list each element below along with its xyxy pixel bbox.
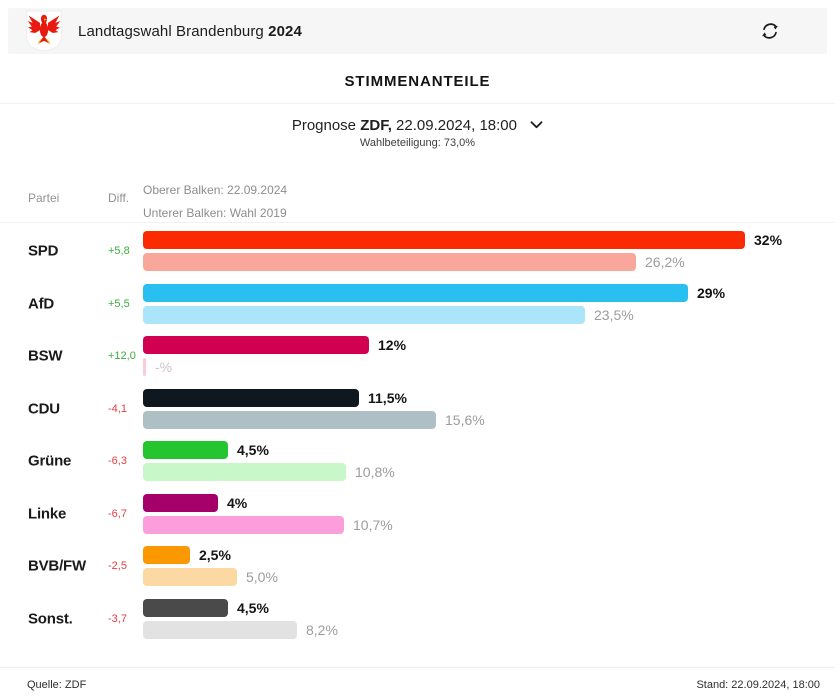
bar-previous-value: 8,2% — [306, 621, 338, 638]
bar-current-value: 12% — [378, 337, 407, 354]
bar-current-value: 4% — [227, 494, 248, 511]
party-label: CDU — [28, 400, 60, 418]
party-label: BVB/FW — [28, 557, 86, 575]
bar-previous-value: 26,2% — [645, 254, 685, 271]
divider-footer — [0, 667, 835, 668]
bar-previous — [143, 410, 436, 429]
divider-table-head — [0, 222, 835, 223]
diff-value: -6,7 — [108, 507, 127, 520]
bar-previous — [143, 305, 585, 324]
party-row: AfD +5,5 29% 23,5% — [0, 278, 835, 331]
party-row: BVB/FW -2,5 2,5% 5,0% — [0, 540, 835, 593]
bar-previous — [143, 620, 297, 639]
party-row: Sonst. -3,7 4,5% 8,2% — [0, 593, 835, 646]
bar-current-value: 11,5% — [368, 389, 407, 406]
party-row: Grüne -6,3 4,5% 10,8% — [0, 435, 835, 488]
party-row: CDU -4,1 11,5% 15,6% — [0, 383, 835, 436]
party-label: Grüne — [28, 452, 72, 470]
party-label: SPD — [28, 242, 59, 260]
turnout-label: Wahlbeteiligung: 73,0% — [359, 137, 476, 149]
bar-group: 4,5% 8,2% — [143, 598, 819, 639]
party-row: Linke -6,7 4% 10,7% — [0, 488, 835, 541]
diff-value: -4,1 — [108, 402, 127, 415]
refresh-icon — [762, 23, 778, 39]
bar-current — [143, 493, 218, 512]
app-title-text: Landtagswahl Brandenburg — [78, 22, 264, 40]
prognose-dropdown[interactable]: Prognose ZDF, 22.09.2024, 18:00 — [0, 117, 835, 134]
bar-current-value: 4,5% — [237, 442, 269, 459]
prognose-source: ZDF, — [360, 117, 392, 134]
refresh-button[interactable] — [759, 20, 781, 42]
legend-top-bar: Oberer Balken: 22.09.2024 — [143, 183, 288, 197]
bar-group: 2,5% 5,0% — [143, 546, 819, 587]
bar-previous — [143, 358, 146, 377]
party-row: BSW +12,0 12% -% — [0, 330, 835, 383]
bar-previous — [143, 253, 636, 272]
diff-value: -6,3 — [108, 455, 127, 468]
stand-label: Stand: 22.09.2024, 18:00 — [696, 679, 820, 691]
legend-bottom-bar: Unterer Balken: Wahl 2019 — [143, 206, 287, 220]
brandenburg-eagle-icon — [26, 10, 62, 52]
bar-group: 29% 23,5% — [143, 283, 819, 324]
bar-previous-value: -% — [155, 359, 173, 376]
rows: SPD +5,8 32% 26,2% AfD +5,5 29% 23,5% — [0, 225, 835, 645]
page-title: STIMMENANTEILE — [344, 73, 491, 90]
party-label: Sonst. — [28, 610, 73, 628]
bar-previous — [143, 568, 237, 587]
party-label: AfD — [28, 295, 55, 313]
column-header-diff: Diff. — [108, 191, 130, 205]
bar-group: 4,5% 10,8% — [143, 441, 819, 482]
bar-current-value: 29% — [697, 284, 726, 301]
diff-value: -3,7 — [108, 612, 127, 625]
diff-value: +5,8 — [108, 245, 130, 258]
divider-top — [0, 103, 835, 104]
bar-current — [143, 546, 190, 565]
bar-previous-value: 10,7% — [353, 516, 393, 533]
bar-current — [143, 441, 228, 460]
bar-previous — [143, 515, 344, 534]
bar-previous — [143, 463, 346, 482]
bar-previous-value: 10,8% — [355, 464, 395, 481]
bar-group: 4% 10,7% — [143, 493, 819, 534]
bar-previous-value: 5,0% — [246, 569, 278, 586]
diff-value: +12,0 — [108, 350, 136, 363]
app-header: Landtagswahl Brandenburg 2024 — [8, 8, 827, 54]
party-label: BSW — [28, 347, 63, 365]
app-title-year: 2024 — [268, 22, 302, 40]
bar-group: 12% -% — [143, 336, 819, 377]
prognose-datetime: 22.09.2024, 18:00 — [396, 117, 517, 134]
party-label: Linke — [28, 505, 67, 523]
bar-current — [143, 388, 359, 407]
source-label: Quelle: ZDF — [27, 679, 87, 691]
bar-current — [143, 336, 369, 355]
bar-current — [143, 283, 688, 302]
bar-current-value: 32% — [754, 232, 783, 249]
chevron-down-icon[interactable] — [530, 121, 543, 129]
bar-group: 11,5% 15,6% — [143, 388, 819, 429]
party-row: SPD +5,8 32% 26,2% — [0, 225, 835, 278]
column-header-party: Partei — [28, 191, 60, 205]
bar-current — [143, 598, 228, 617]
bar-previous-value: 15,6% — [445, 411, 485, 428]
bar-legend: Oberer Balken: 22.09.2024 Unterer Balken… — [143, 179, 287, 225]
bar-current — [143, 231, 745, 250]
app-title: Landtagswahl Brandenburg 2024 — [78, 23, 302, 40]
diff-value: +5,5 — [108, 297, 130, 310]
prognose-prefix: Prognose — [291, 117, 357, 134]
bar-group: 32% 26,2% — [143, 231, 819, 272]
diff-value: -2,5 — [108, 560, 127, 573]
bar-current-value: 4,5% — [237, 599, 269, 616]
bar-previous-value: 23,5% — [594, 306, 634, 323]
bar-current-value: 2,5% — [199, 547, 231, 564]
